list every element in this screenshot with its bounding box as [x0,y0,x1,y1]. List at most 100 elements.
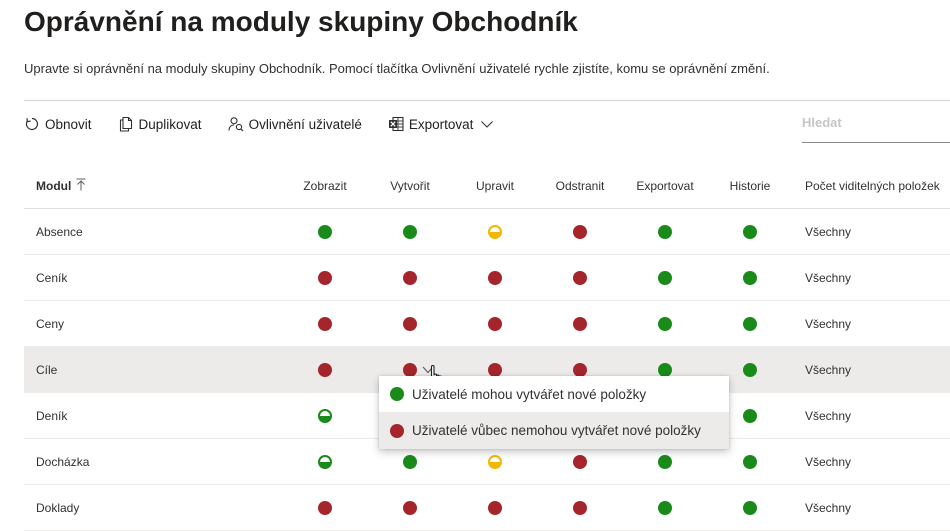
status-dot-green [743,362,757,377]
table-row[interactable]: Absence Všechny [24,209,950,255]
permission-cell-history[interactable] [720,301,780,346]
permission-cell-create[interactable] [380,209,440,254]
status-dot-red [318,500,332,515]
permission-cell-export[interactable] [635,209,695,254]
status-dot-red [573,316,587,331]
visible-count[interactable]: Všechny [805,454,852,469]
refresh-button[interactable]: Obnovit [24,116,92,132]
visible-count[interactable]: Všechny [805,408,852,423]
column-header-view[interactable]: Zobrazit [303,179,347,193]
status-dot-red [573,362,587,377]
permission-cell-history[interactable] [720,209,780,254]
permission-cell-delete[interactable] [550,301,610,346]
column-header-history[interactable]: Historie [729,179,771,193]
permission-cell-create[interactable] [380,255,440,300]
dropdown-option-can-create[interactable]: Uživatelé mohou vytvářet nové položky [379,376,729,412]
permission-cell-export[interactable] [635,485,695,530]
export-label: Exportovat [408,116,474,132]
export-button[interactable]: Exportovat [388,116,495,132]
permission-cell-history[interactable] [720,255,780,300]
dropdown-option-label: Uživatelé vůbec nemohou vytvářet nové po… [412,423,701,438]
module-name: Cíle [36,362,58,377]
status-dot-green [743,408,757,423]
visible-count[interactable]: Všechny [805,362,852,377]
status-dot-green [743,224,757,239]
chevron-down-icon [478,117,494,131]
permission-cell-create[interactable] [380,301,440,346]
status-dot-red [403,270,417,285]
permission-cell-create[interactable] [380,439,440,484]
affected-users-button[interactable]: Ovlivnění uživatelé [228,116,362,132]
status-dot-red [573,500,587,515]
search-input[interactable] [802,115,942,130]
status-dot-red [488,362,502,377]
permission-cell-export[interactable] [635,439,695,484]
permission-cell-delete[interactable] [550,209,610,254]
sort-ascending-icon [75,178,87,194]
status-dot-green [658,454,672,469]
visible-count[interactable]: Všechny [805,224,852,239]
permission-cell-delete[interactable] [550,485,610,530]
permission-cell-history[interactable] [720,347,780,392]
column-header-visible-count[interactable]: Počet viditelných položek [805,179,940,193]
visible-count[interactable]: Všechny [805,270,852,285]
permission-cell-export[interactable] [635,301,695,346]
excel-icon [388,116,404,132]
permission-cell-view[interactable] [295,209,355,254]
status-dot-red [573,224,587,239]
status-dot-green [743,454,757,469]
permission-cell-history[interactable] [720,485,780,530]
column-header-module[interactable]: Modul [36,164,87,208]
permission-cell-edit[interactable] [465,209,525,254]
permission-cell-export[interactable] [635,255,695,300]
permission-cell-create[interactable] [380,347,440,392]
affected-users-label: Ovlivnění uživatelé [248,116,362,132]
table-row[interactable]: Doklady Všechny [24,485,950,531]
column-header-delete[interactable]: Odstranit [555,179,605,193]
page-description: Upravte si oprávnění na moduly skupiny O… [24,61,770,76]
permission-cell-export[interactable] [635,347,695,392]
permission-cell-history[interactable] [720,439,780,484]
table-row[interactable]: Ceník Všechny [24,255,950,301]
table-row[interactable]: Ceny Všechny [24,301,950,347]
permission-cell-delete[interactable] [550,347,610,392]
status-dot-green [658,316,672,331]
column-header-edit[interactable]: Upravit [475,179,514,193]
permission-cell-edit[interactable] [465,347,525,392]
visible-count[interactable]: Všechny [805,316,852,331]
permission-cell-view[interactable] [295,439,355,484]
permission-cell-edit[interactable] [465,439,525,484]
table-row[interactable]: Docházka Všechny [24,439,950,485]
module-name: Deník [36,408,68,423]
permission-cell-view[interactable] [295,301,355,346]
permission-cell-view[interactable] [295,393,355,438]
duplicate-label: Duplikovat [138,116,202,132]
permission-cell-view[interactable] [295,347,355,392]
status-dot-red [318,316,332,331]
permission-cell-delete[interactable] [550,255,610,300]
permission-cell-edit[interactable] [465,301,525,346]
permission-cell-view[interactable] [295,485,355,530]
dropdown-option-cannot-create[interactable]: Uživatelé vůbec nemohou vytvářet nové po… [379,412,729,449]
permission-cell-delete[interactable] [550,439,610,484]
dropdown-option-label: Uživatelé mohou vytvářet nové položky [412,386,647,402]
visible-count[interactable]: Všechny [805,500,852,515]
permission-cell-view[interactable] [295,255,355,300]
search-box[interactable] [802,104,950,143]
status-dot-green [658,270,672,285]
duplicate-button[interactable]: Duplikovat [118,116,202,132]
status-dot-red [573,270,587,285]
column-header-create[interactable]: Vytvořit [390,179,430,193]
column-header-module-label: Modul [36,179,72,193]
status-dot-red [318,362,332,377]
status-dot-green [390,387,404,401]
user-search-icon [228,116,244,132]
permission-cell-edit[interactable] [465,255,525,300]
permission-cell-create[interactable] [380,485,440,530]
column-header-export[interactable]: Exportovat [636,179,694,193]
status-dot-half-green [318,408,332,423]
module-name: Ceny [36,316,65,331]
table-body: Absence Všechny Ceník Všechny Ceny Všechny Cíl… [24,209,950,531]
permission-cell-edit[interactable] [465,485,525,530]
permission-cell-history[interactable] [720,393,780,438]
